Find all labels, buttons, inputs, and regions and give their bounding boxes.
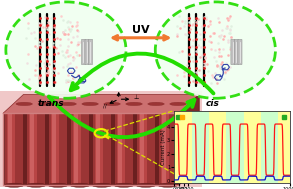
Ellipse shape — [16, 102, 33, 106]
Ellipse shape — [70, 183, 90, 187]
Bar — [192, 111, 209, 183]
Text: UV: UV — [132, 25, 149, 35]
Bar — [226, 111, 244, 183]
Polygon shape — [93, 113, 111, 185]
Ellipse shape — [126, 102, 142, 106]
Polygon shape — [135, 113, 157, 185]
Polygon shape — [139, 113, 147, 185]
Polygon shape — [113, 113, 135, 185]
Ellipse shape — [6, 2, 126, 98]
Ellipse shape — [136, 183, 156, 187]
Ellipse shape — [92, 183, 112, 187]
FancyBboxPatch shape — [88, 39, 93, 65]
FancyBboxPatch shape — [85, 39, 89, 65]
Polygon shape — [137, 113, 155, 185]
Polygon shape — [52, 113, 56, 185]
Polygon shape — [118, 113, 122, 185]
Polygon shape — [30, 113, 34, 185]
Ellipse shape — [48, 183, 68, 187]
Polygon shape — [69, 113, 91, 185]
Polygon shape — [25, 113, 47, 185]
Polygon shape — [159, 113, 177, 185]
Ellipse shape — [82, 102, 98, 106]
Polygon shape — [157, 113, 179, 185]
Polygon shape — [95, 113, 103, 185]
Polygon shape — [3, 113, 25, 185]
FancyBboxPatch shape — [234, 39, 239, 65]
Polygon shape — [27, 113, 45, 185]
Polygon shape — [115, 113, 133, 185]
Ellipse shape — [148, 102, 164, 106]
FancyBboxPatch shape — [231, 39, 235, 65]
Text: //: // — [103, 104, 106, 109]
Polygon shape — [96, 113, 100, 185]
Ellipse shape — [4, 183, 24, 187]
Ellipse shape — [104, 102, 120, 106]
Ellipse shape — [60, 102, 76, 106]
Ellipse shape — [26, 183, 46, 187]
Text: cis: cis — [205, 98, 219, 108]
Text: trans: trans — [38, 98, 64, 108]
Y-axis label: Current (mA): Current (mA) — [161, 129, 166, 165]
Polygon shape — [47, 113, 69, 185]
Polygon shape — [5, 113, 23, 185]
Ellipse shape — [114, 183, 134, 187]
Polygon shape — [8, 113, 12, 185]
Bar — [290, 111, 293, 183]
Polygon shape — [162, 113, 166, 185]
Bar — [261, 111, 279, 183]
Bar — [174, 111, 192, 183]
Polygon shape — [71, 113, 89, 185]
Ellipse shape — [155, 2, 275, 98]
Polygon shape — [29, 113, 37, 185]
Ellipse shape — [170, 102, 186, 106]
Polygon shape — [117, 113, 125, 185]
Bar — [209, 111, 226, 183]
Ellipse shape — [158, 183, 178, 187]
Polygon shape — [91, 113, 113, 185]
Polygon shape — [74, 113, 78, 185]
Polygon shape — [49, 113, 67, 185]
Polygon shape — [3, 113, 179, 185]
Polygon shape — [73, 113, 81, 185]
Ellipse shape — [38, 102, 54, 106]
Polygon shape — [179, 94, 199, 185]
Polygon shape — [140, 113, 144, 185]
Bar — [244, 111, 261, 183]
Text: ⊥: ⊥ — [134, 95, 139, 100]
FancyBboxPatch shape — [81, 39, 86, 65]
Polygon shape — [3, 94, 199, 113]
Polygon shape — [51, 113, 59, 185]
Bar — [278, 111, 290, 183]
Polygon shape — [0, 91, 202, 187]
Polygon shape — [7, 113, 15, 185]
Polygon shape — [161, 113, 169, 185]
FancyBboxPatch shape — [238, 39, 242, 65]
